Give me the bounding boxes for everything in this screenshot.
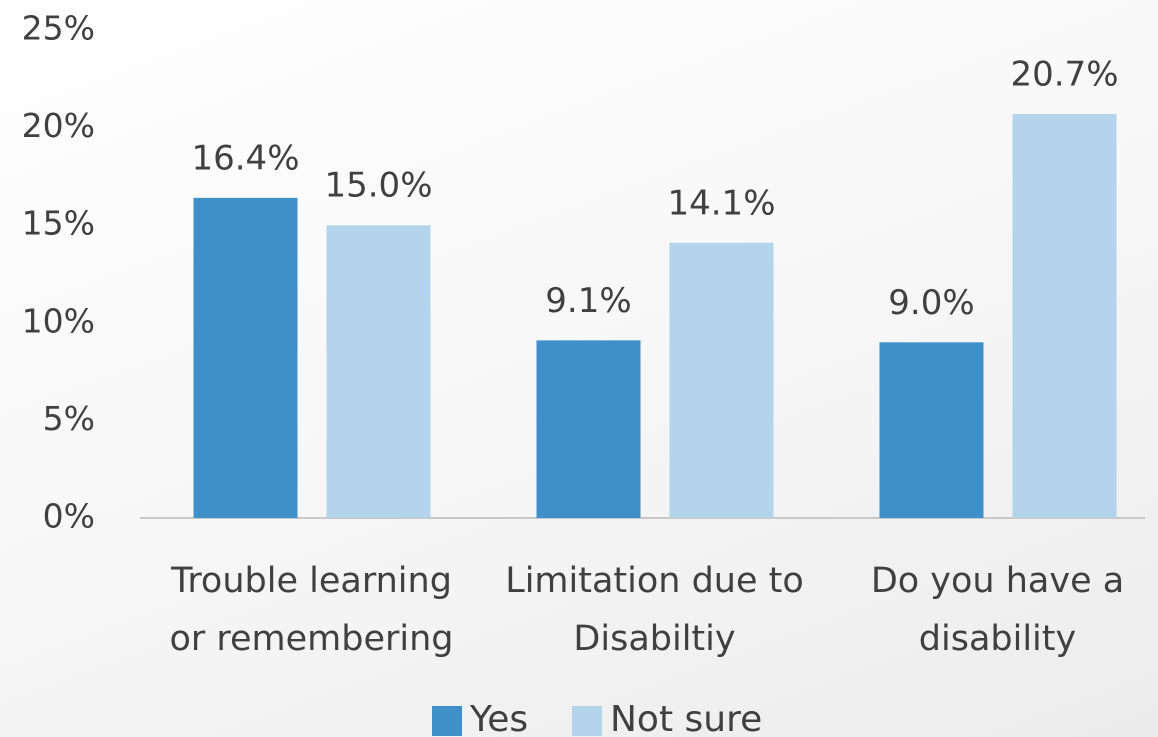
y-tick-label: 5% [43,399,95,438]
x-tick-label: Limitation due to [505,561,804,601]
y-tick-label: 10% [22,301,95,340]
legend-swatch [572,706,602,736]
legend-swatch [432,706,462,736]
data-label: 20.7% [1010,54,1118,94]
bar [669,242,774,518]
x-tick-label: Disabiltiy [573,619,735,659]
y-tick-label: 0% [43,497,95,536]
y-tick-label: 15% [22,204,95,243]
bar [879,342,984,518]
y-tick-label: 25% [22,9,95,48]
data-label: 15.0% [324,166,432,206]
data-label: 14.1% [667,183,775,223]
x-tick-label: Do you have a [871,561,1124,601]
bar [326,225,431,518]
x-tick-label: disability [919,619,1076,659]
y-tick-label: 20% [22,106,95,145]
legend-label: Not sure [610,699,762,737]
data-label: 9.0% [888,283,974,323]
bar [193,197,298,518]
bar [1012,113,1117,518]
x-tick-label: or remembering [169,619,453,659]
data-label: 9.1% [545,281,631,321]
x-tick-label: Trouble learning [170,561,452,601]
legend-label: Yes [469,699,528,737]
data-label: 16.4% [191,138,299,178]
bar [536,340,641,518]
